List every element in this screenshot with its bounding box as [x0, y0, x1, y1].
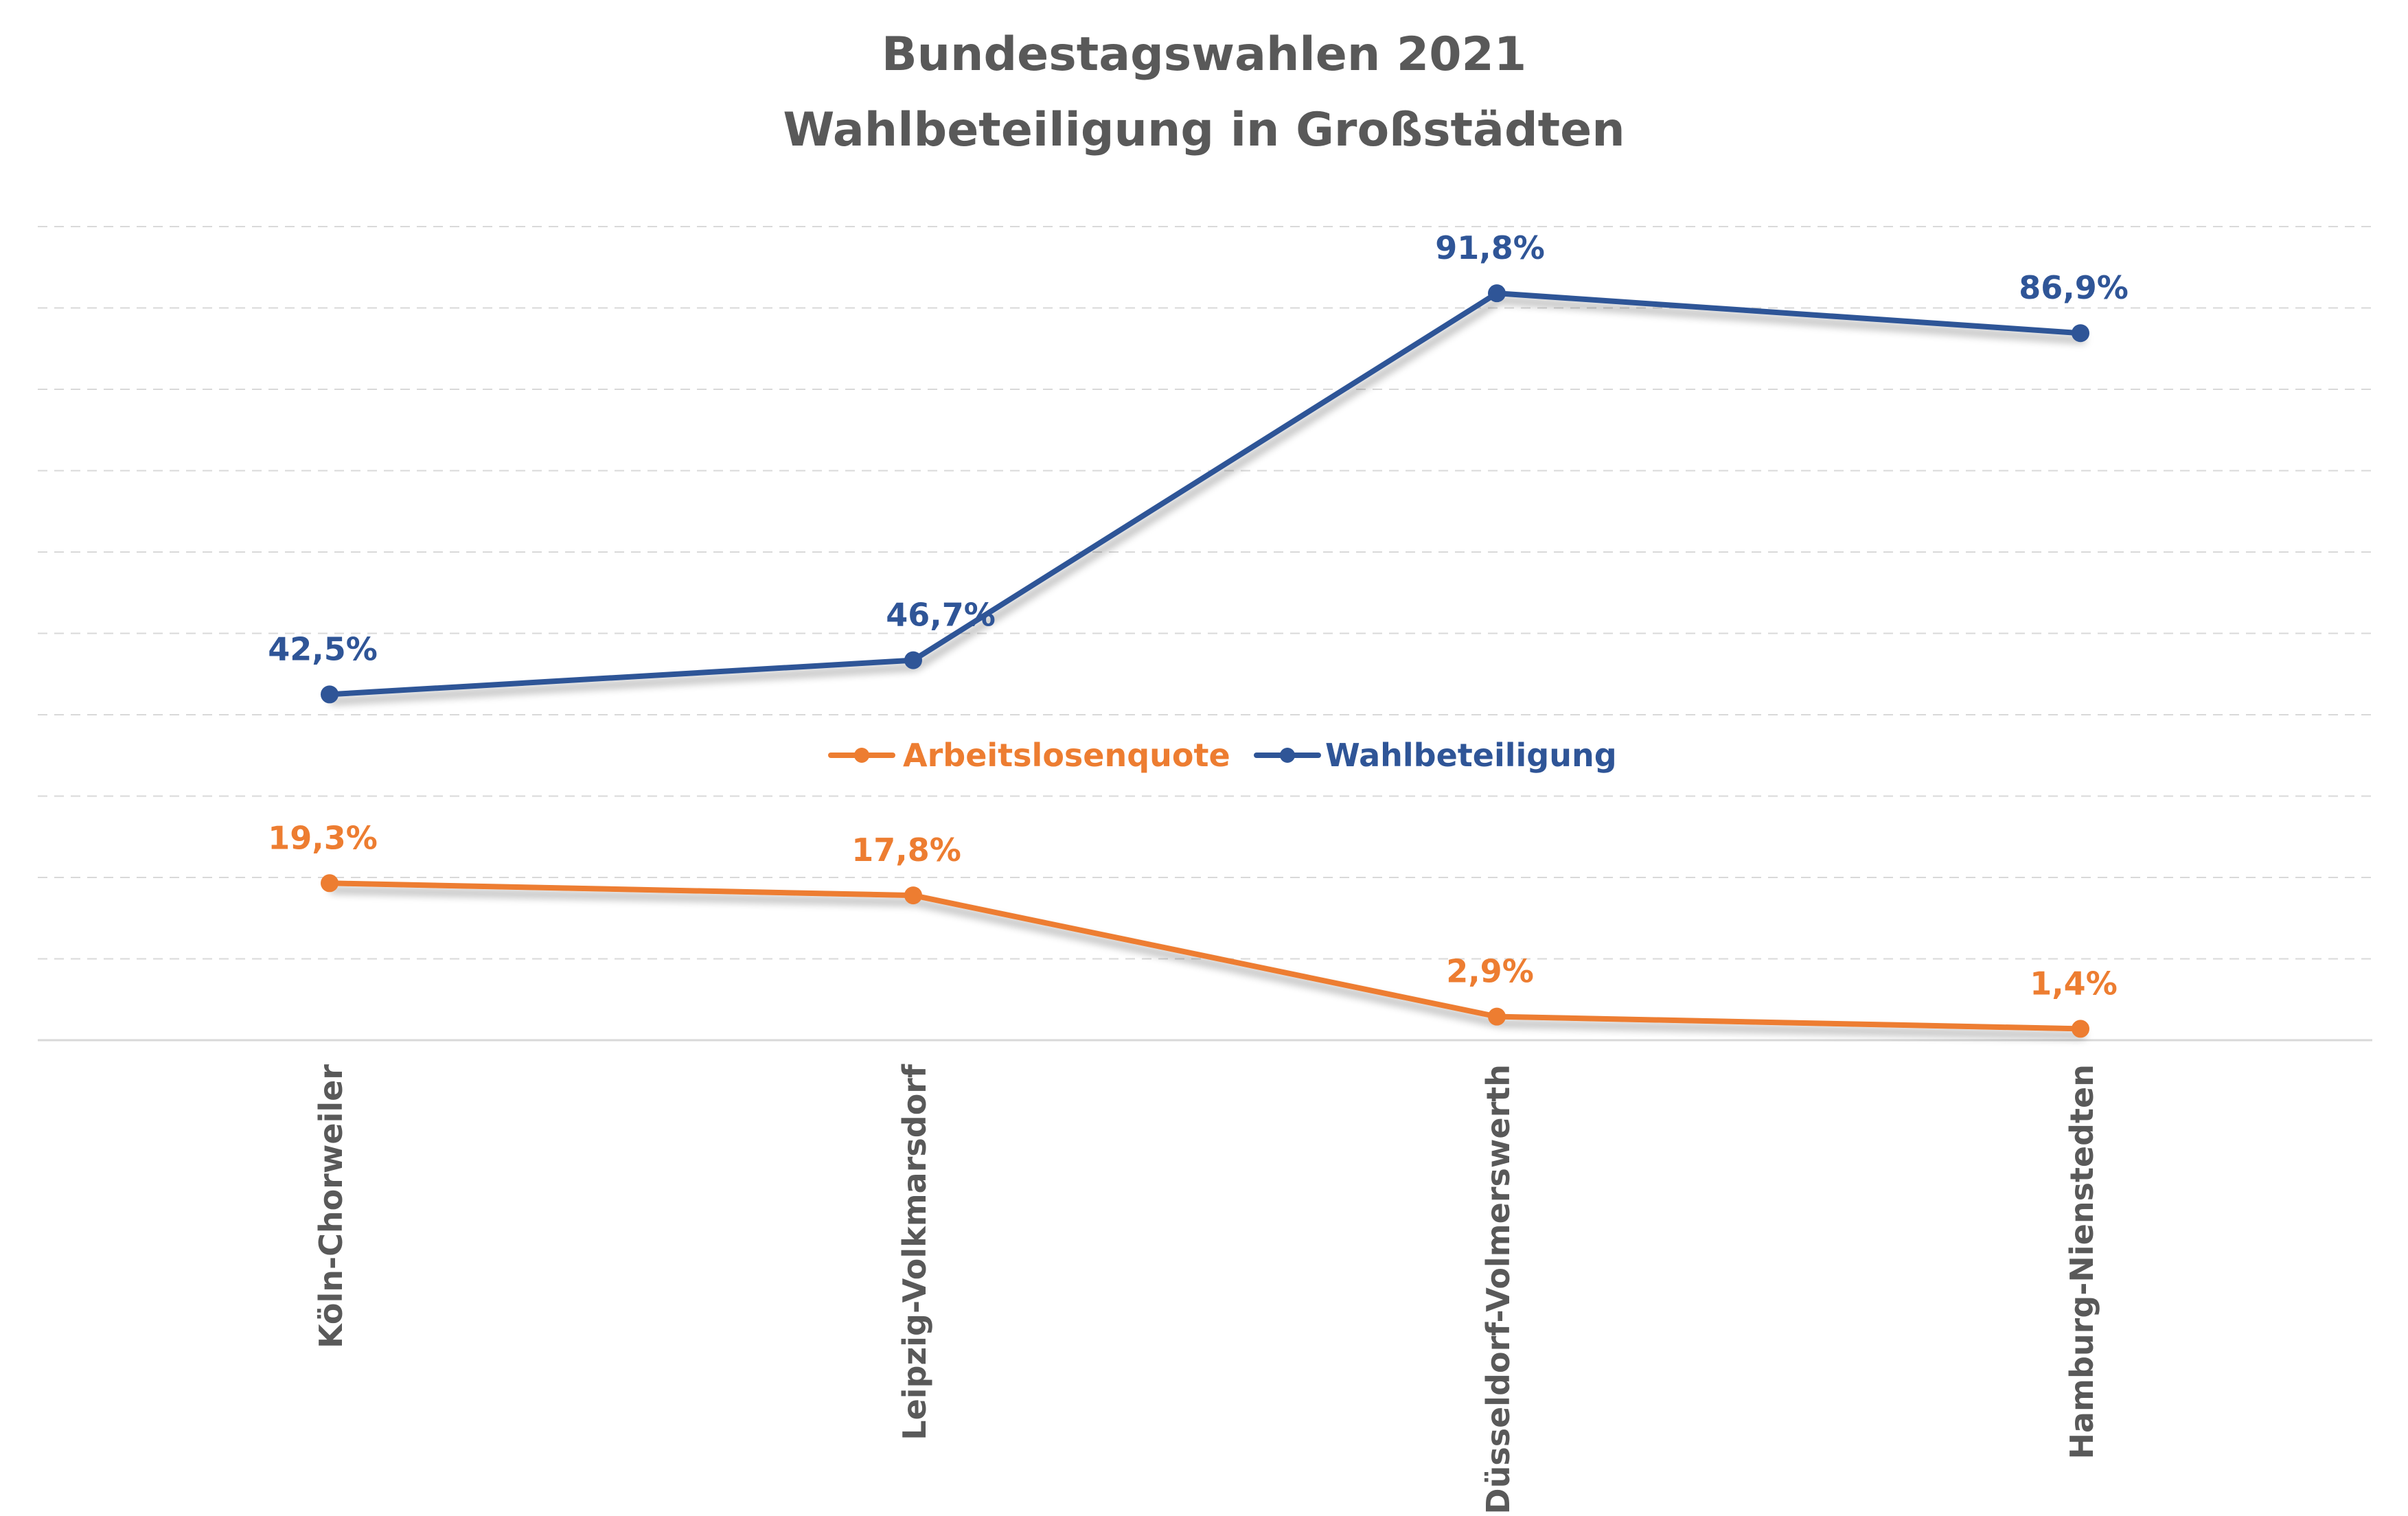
legend-swatch-marker [1280, 748, 1295, 763]
x-tick-label: Düsseldorf-Volmerswerth [1480, 1064, 1517, 1515]
data-point [1488, 284, 1506, 303]
chart-subtitle: Wahlbeteiligung in Großstädten [783, 103, 1625, 157]
data-label: 19,3% [268, 819, 378, 856]
data-label: 2,9% [1446, 953, 1534, 990]
x-tick-label: Hamburg-Nienstedten [2063, 1064, 2100, 1460]
data-point [321, 874, 339, 893]
data-label: 86,9% [2019, 269, 2129, 306]
legend-label: Wahlbeteiligung [1325, 737, 1617, 774]
legend-label: Arbeitslosenquote [903, 737, 1230, 774]
legend-swatch-marker [854, 748, 869, 763]
data-point [1488, 1007, 1506, 1026]
data-point [2072, 1020, 2089, 1038]
chart-title: Bundestagswahlen 2021 [881, 27, 1527, 82]
data-label: 91,8% [1435, 229, 1545, 266]
data-label: 42,5% [268, 630, 378, 667]
series-line-arbeitslosenquote [327, 880, 2083, 1032]
data-point [2072, 324, 2089, 343]
x-tick-label: Köln-Chorweiler [312, 1064, 349, 1348]
data-point [321, 685, 339, 704]
x-tick-label: Leipzig-Volkmarsdorf [896, 1064, 933, 1440]
data-label: 17,8% [851, 831, 961, 869]
data-point [904, 886, 922, 905]
data-label: 1,4% [2030, 965, 2118, 1002]
data-label: 46,7% [886, 597, 996, 634]
series-line-wahlbeteiligung [327, 290, 2083, 698]
data-point [904, 651, 922, 669]
